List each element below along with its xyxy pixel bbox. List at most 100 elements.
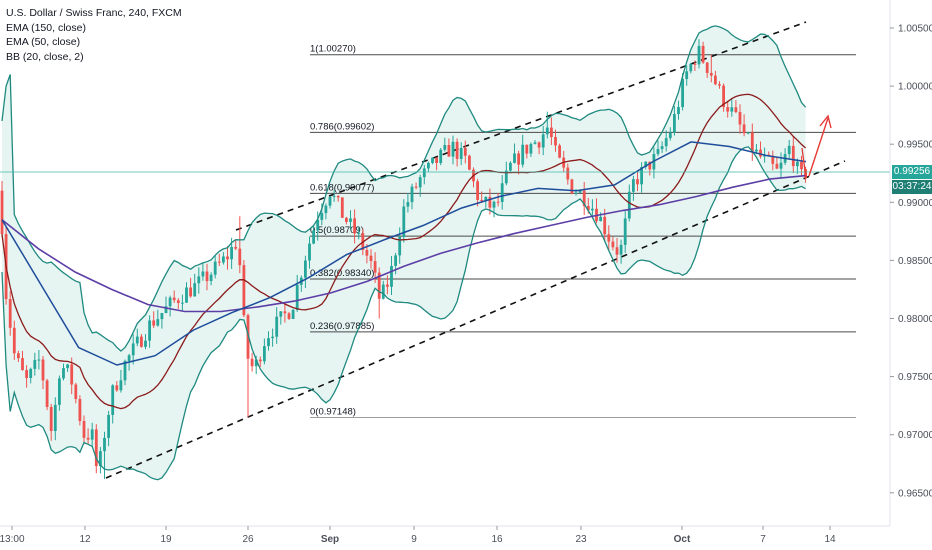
candle-body <box>615 247 619 255</box>
candle-body <box>123 360 127 381</box>
candle-body <box>234 246 238 249</box>
candle-body <box>693 63 697 65</box>
candle-body <box>656 149 660 154</box>
candle-body <box>468 155 471 170</box>
candle-body <box>668 132 672 139</box>
candle-body <box>62 368 65 379</box>
candle-body <box>82 421 86 438</box>
x-tick-label: Sep <box>321 534 339 545</box>
x-tick-label: 19 <box>160 534 172 545</box>
candle-body <box>70 364 74 385</box>
y-tick-label: 0.98000 <box>898 314 932 325</box>
candle-body <box>156 319 160 326</box>
candle-body <box>718 84 721 86</box>
chart-legend: U.S. Dollar / Swiss Franc, 240, FXCM EMA… <box>6 6 182 64</box>
candle-body <box>660 146 664 150</box>
candle-body <box>176 300 180 304</box>
candle-body <box>414 186 418 188</box>
candle-body <box>291 309 295 319</box>
candle-body <box>373 261 377 273</box>
candle-body <box>611 241 615 248</box>
candle-body <box>582 190 586 207</box>
candle-body <box>681 79 684 108</box>
candle-body <box>664 138 668 147</box>
legend-bb: BB (20, close, 2) <box>6 50 84 63</box>
candle-body <box>197 276 201 284</box>
candle-body <box>377 272 381 299</box>
candle-body <box>570 179 574 194</box>
candle-body <box>550 127 553 138</box>
candle-body <box>488 196 492 208</box>
candle-body <box>369 255 373 262</box>
candle-body <box>53 404 57 431</box>
candle-body <box>287 313 291 319</box>
indicator-lines <box>1 25 807 481</box>
candle-body <box>226 256 229 260</box>
candle-body <box>336 195 340 198</box>
candle-body <box>213 261 217 275</box>
candle-body <box>541 134 545 148</box>
candle-body <box>349 218 352 222</box>
candle-body <box>29 368 33 378</box>
candle-body <box>787 145 791 155</box>
candle-body <box>283 311 287 314</box>
bollinger-basis-line <box>1 93 807 410</box>
candle-body <box>304 260 307 278</box>
candle-body <box>135 336 139 344</box>
candle-body <box>677 107 680 115</box>
candle-body <box>58 378 61 405</box>
candle-body <box>66 364 69 369</box>
candle-body <box>455 141 459 159</box>
candle-body <box>381 284 385 299</box>
candle-body <box>365 249 369 256</box>
candle-body <box>685 71 689 80</box>
bollinger-fill-area <box>2 25 806 480</box>
candle-body <box>390 265 393 287</box>
annotations[interactable] <box>0 114 890 179</box>
y-tick-label: 0.96500 <box>898 488 932 499</box>
candle-body <box>386 284 389 287</box>
fib-level-label: 0.5(0.98709) <box>310 225 364 236</box>
x-tick-label: 9 <box>411 534 417 545</box>
candle-body <box>41 359 45 381</box>
candle-body <box>8 299 12 328</box>
candle-body <box>422 168 426 178</box>
candle-body <box>451 141 455 157</box>
candle-body <box>771 155 775 164</box>
candle-body <box>357 233 361 235</box>
candle-body <box>111 385 115 415</box>
y-tick-label: 0.99500 <box>898 140 932 151</box>
candle-body <box>340 197 344 218</box>
candle-body <box>320 213 324 220</box>
x-tick-label: 16 <box>491 534 503 545</box>
candle-body <box>513 153 516 163</box>
candle-body <box>796 161 799 167</box>
candle-body <box>107 414 110 438</box>
y-tick-label: 0.99000 <box>898 198 932 209</box>
y-tick-label: 0.97000 <box>898 430 932 441</box>
candle-body <box>726 107 730 112</box>
candle-body <box>308 243 311 261</box>
trend-channel[interactable] <box>105 21 846 479</box>
candle-body <box>115 385 119 391</box>
candle-body <box>517 153 520 165</box>
candle-body <box>636 179 639 185</box>
candle-body <box>394 255 397 266</box>
candle-body <box>312 230 315 244</box>
candle-body <box>673 114 676 133</box>
candle-body <box>800 161 803 170</box>
candle-body <box>755 149 758 152</box>
candle-body <box>33 359 37 369</box>
fibonacci-retracement[interactable]: 1(1.00270) 0.786(0.99602) 0.618(0.99077) 0.… <box>310 44 856 419</box>
candle-body <box>525 144 529 154</box>
candle-body <box>279 311 283 317</box>
candle-body <box>640 167 643 185</box>
candle-body <box>738 112 742 125</box>
fib-level-label: 0.618(0.99077) <box>310 182 374 193</box>
candle-body <box>492 201 496 208</box>
x-tick-label: Oct <box>674 534 691 545</box>
channel-upper-line <box>235 21 807 231</box>
candle-body <box>86 437 90 440</box>
candle-body <box>418 177 422 188</box>
